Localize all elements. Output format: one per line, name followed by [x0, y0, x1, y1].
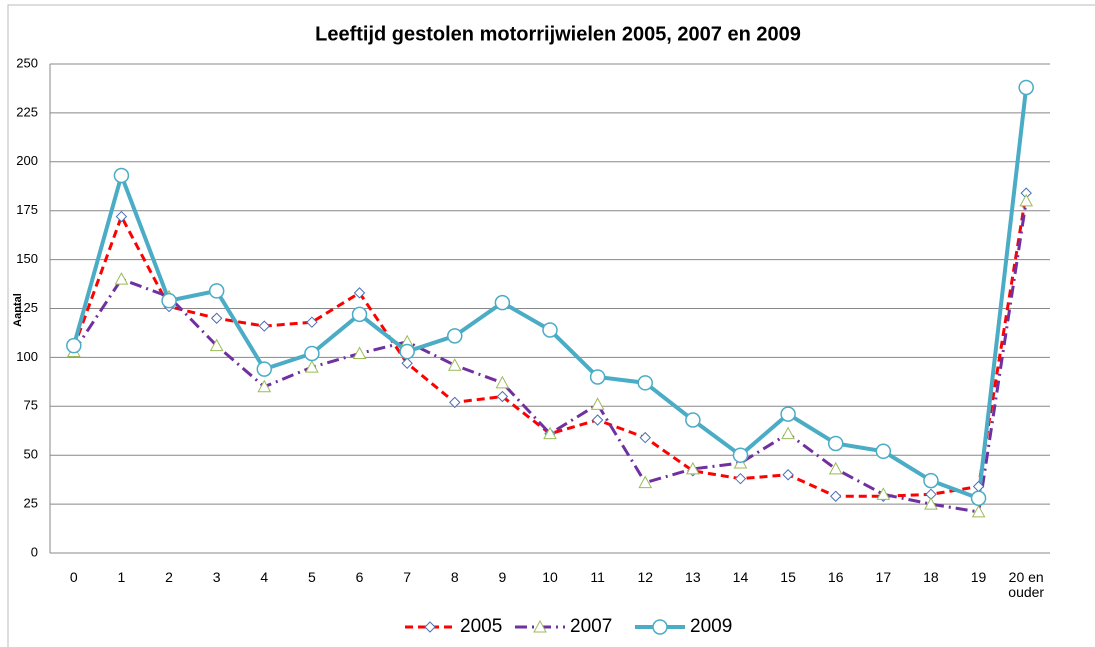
marker [638, 475, 653, 489]
x-tick-label: 8 [450, 569, 459, 585]
x-tick-label: 17 [875, 569, 892, 585]
y-tick-label: 50 [24, 447, 38, 462]
x-tick-label: 10 [542, 569, 558, 585]
marker [305, 360, 319, 373]
marker [542, 322, 558, 338]
x-tick-label: 12 [637, 569, 654, 585]
x-tick-label: 2 [165, 569, 173, 585]
marker [496, 390, 509, 403]
marker [639, 431, 651, 444]
marker [876, 487, 891, 500]
marker [352, 346, 367, 359]
marker [208, 283, 225, 299]
x-tick-label: 3 [212, 569, 221, 585]
marker [399, 343, 415, 360]
x-tick-label: 19 [970, 569, 987, 585]
y-tick-label: 25 [24, 496, 38, 511]
marker [424, 621, 436, 633]
marker [591, 414, 604, 426]
marker [923, 472, 939, 489]
marker [449, 396, 461, 409]
marker [210, 312, 223, 324]
marker [589, 369, 606, 385]
x-tick-label: 14 [732, 569, 749, 585]
x-tick-label: 5 [307, 569, 316, 585]
x-tick-label: 20 en ouder [1008, 569, 1045, 600]
x-tick-label: 0 [69, 569, 78, 585]
y-tick-label: 200 [16, 153, 38, 168]
marker [66, 337, 82, 354]
series-line [72, 192, 1028, 498]
x-tick-label: 6 [355, 569, 364, 585]
x-tick-label: 11 [590, 569, 605, 585]
marker [304, 345, 320, 362]
marker [257, 379, 272, 393]
marker [924, 497, 938, 510]
y-tick-label: 150 [16, 251, 38, 266]
marker [113, 167, 130, 184]
legend-label: 2007 [570, 616, 612, 637]
marker [781, 426, 795, 440]
marker [258, 320, 270, 332]
marker [447, 358, 462, 371]
y-tick-label: 225 [16, 104, 38, 119]
marker [780, 406, 796, 422]
y-axis-label: Aantal [12, 293, 24, 327]
legend-label: 2009 [690, 616, 732, 637]
marker [970, 490, 987, 506]
marker [830, 490, 842, 502]
marker [401, 357, 413, 369]
marker [732, 447, 749, 463]
chart-title: Leeftijd gestolen motorrijwielen 2005, 2… [315, 23, 801, 45]
chart-frame [7, 4, 1095, 647]
marker [652, 619, 668, 635]
marker [306, 316, 318, 328]
x-tick-label: 18 [923, 569, 939, 585]
marker [828, 461, 843, 475]
marker [115, 210, 128, 223]
series-line [72, 200, 1028, 514]
marker [590, 397, 605, 410]
x-tick-label: 9 [498, 569, 507, 585]
marker [686, 461, 700, 475]
marker [1019, 193, 1034, 207]
marker [447, 328, 463, 344]
marker [782, 469, 794, 481]
y-tick-label: 0 [31, 544, 38, 559]
x-tick-label: 15 [780, 569, 796, 585]
marker [161, 292, 177, 309]
marker [209, 338, 224, 352]
marker [875, 443, 892, 460]
marker [495, 375, 510, 389]
x-tick-label: 13 [685, 569, 701, 585]
x-tick-label: 4 [260, 569, 269, 585]
marker [494, 294, 511, 311]
marker [971, 504, 986, 518]
marker [1018, 79, 1034, 96]
marker [637, 375, 653, 391]
marker [351, 306, 368, 323]
y-tick-label: 100 [16, 349, 38, 364]
y-tick-label: 75 [24, 398, 38, 413]
x-tick-label: 16 [827, 569, 844, 585]
marker [256, 361, 273, 377]
y-tick-label: 175 [16, 202, 38, 217]
x-tick-label: 7 [403, 569, 412, 585]
marker [114, 272, 129, 285]
y-tick-label: 125 [16, 300, 38, 315]
marker [827, 435, 844, 452]
marker [734, 472, 747, 485]
marker [685, 412, 701, 428]
x-tick-label: 1 [117, 569, 126, 585]
y-tick-label: 250 [16, 55, 38, 70]
marker [353, 287, 366, 299]
marker [543, 426, 557, 440]
marker [533, 619, 547, 633]
legend-label: 2005 [460, 616, 502, 637]
